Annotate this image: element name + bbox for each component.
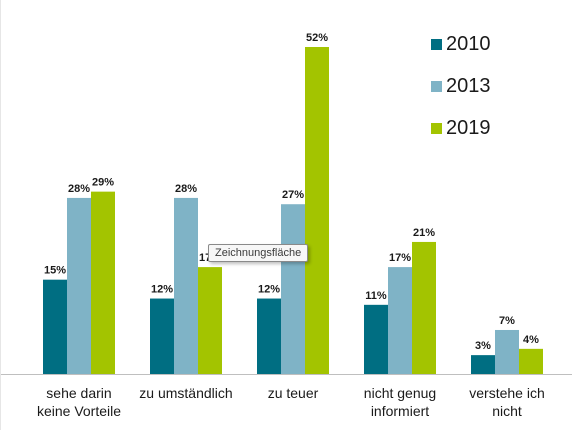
bar-2013-2: [174, 197, 198, 374]
bar-2010-5: [471, 355, 495, 374]
bars-layer: [43, 47, 543, 374]
category-label: verstehe ich: [469, 385, 544, 401]
category-label: nicht genug: [364, 385, 436, 401]
bar-2013-4: [388, 267, 412, 374]
data-label: 12%: [151, 284, 173, 296]
legend-label: 2013: [446, 75, 491, 97]
legend-label: 2010: [446, 33, 491, 55]
bar-2019-1: [91, 191, 115, 374]
category-label: keine Vorteile: [37, 403, 121, 419]
category-labels-layer: sehe darin keine Vorteile zu umständlich zu…: [37, 385, 545, 419]
bar-2019-5: [519, 348, 543, 374]
category-label: nicht: [492, 403, 522, 419]
legend-swatch-2010: [431, 39, 442, 50]
data-label: 3%: [475, 340, 491, 352]
bar-2010-2: [150, 298, 174, 374]
bar-2010-3: [257, 298, 281, 374]
bar-2010-1: [43, 279, 67, 374]
data-label: 29%: [92, 177, 114, 189]
legend: 2010 2013 2019: [431, 33, 491, 139]
data-label: 4%: [523, 334, 539, 346]
data-label: 11%: [365, 290, 387, 302]
data-label: 12%: [258, 284, 280, 296]
plot-area-tooltip: Zeichnungsfläche: [208, 244, 309, 262]
data-label: 28%: [175, 183, 197, 195]
category-label: informiert: [371, 403, 429, 419]
category-label: zu teuer: [268, 385, 319, 401]
data-label: 28%: [68, 183, 90, 195]
legend-swatch-2019: [431, 123, 442, 134]
data-label: 15%: [44, 265, 66, 277]
bar-2013-3: [281, 204, 305, 374]
category-label: zu umständlich: [139, 385, 232, 401]
bar-2019-4: [412, 241, 436, 374]
data-label: 17%: [389, 252, 411, 264]
data-label: 21%: [413, 227, 435, 239]
bar-2013-1: [67, 197, 91, 374]
bar-2010-4: [364, 304, 388, 374]
data-label: 27%: [282, 189, 304, 201]
bar-2019-3: [305, 47, 329, 374]
bar-2013-5: [495, 329, 519, 374]
data-label: 7%: [499, 315, 515, 327]
value-labels-layer: 15%12%12%11%3%28%28%27%17%7%29%17%52%21%…: [44, 32, 539, 352]
legend-label: 2019: [446, 117, 491, 139]
legend-swatch-2013: [431, 81, 442, 92]
data-label: 52%: [306, 32, 328, 44]
category-label: sehe darin: [46, 385, 111, 401]
bar-2019-2: [198, 267, 222, 374]
